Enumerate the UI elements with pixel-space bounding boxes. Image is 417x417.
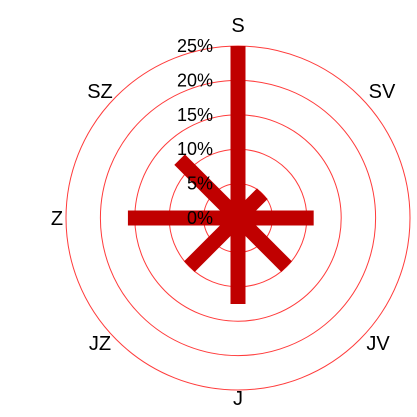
direction-label-sv: SV: [369, 81, 396, 103]
direction-label-z: Z: [51, 208, 63, 230]
direction-label-s: S: [231, 15, 244, 37]
bar-s: [231, 46, 246, 218]
direction-label-j: J: [233, 388, 243, 410]
tick-label-25: 25%: [177, 36, 213, 56]
tick-label-0: 0%: [187, 208, 213, 228]
tick-labels-layer: 0% 5% 10% 15% 20% 25%: [177, 36, 213, 228]
direction-label-jz: JZ: [89, 333, 111, 355]
bars-layer: [128, 46, 314, 304]
direction-label-sz: SZ: [87, 81, 113, 103]
tick-label-15: 15%: [177, 105, 213, 125]
tick-label-20: 20%: [177, 70, 213, 90]
bar-z: [128, 211, 238, 226]
tick-label-10: 10%: [177, 139, 213, 159]
direction-label-jv: JV: [366, 333, 390, 355]
tick-label-5: 5%: [187, 174, 213, 194]
